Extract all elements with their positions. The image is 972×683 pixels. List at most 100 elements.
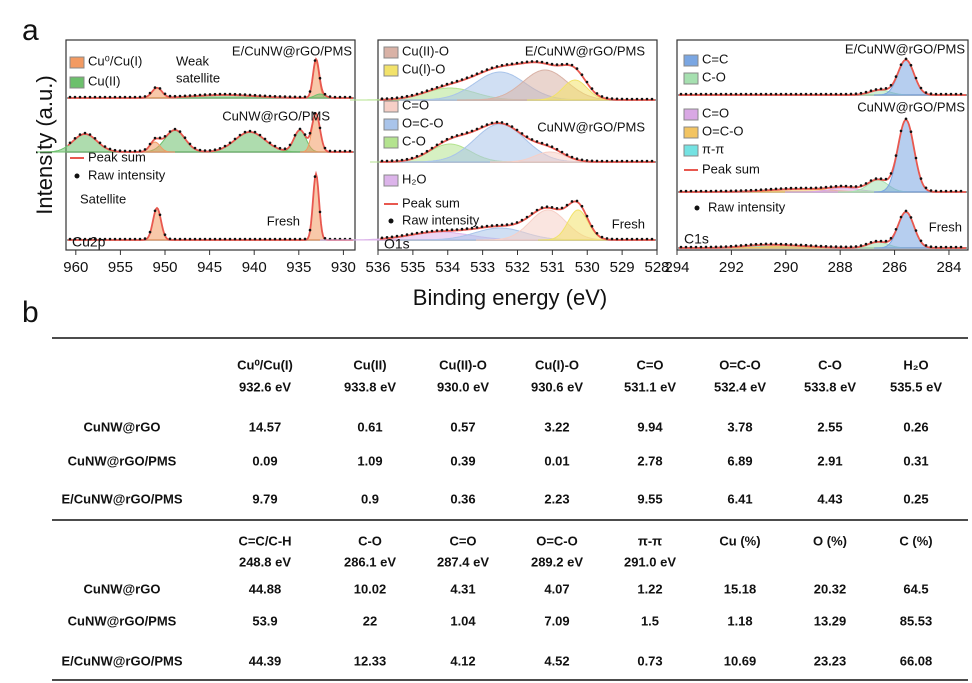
raw-point bbox=[799, 243, 803, 247]
raw-point bbox=[183, 136, 187, 139]
raw-point bbox=[595, 92, 599, 95]
y-axis-label: Intensity (a.u.) bbox=[32, 75, 57, 214]
raw-point bbox=[944, 92, 948, 96]
raw-point bbox=[168, 130, 172, 133]
peak-sum-curve bbox=[380, 122, 655, 163]
raw-point bbox=[600, 159, 604, 163]
raw-point bbox=[904, 209, 908, 213]
raw-point bbox=[470, 74, 474, 78]
region-label: C1s bbox=[684, 231, 709, 247]
legend-dot bbox=[388, 218, 394, 224]
raw-point bbox=[620, 97, 624, 101]
raw-point bbox=[278, 95, 282, 98]
raw-point bbox=[719, 92, 723, 96]
raw-point bbox=[410, 156, 414, 160]
raw-point bbox=[218, 147, 222, 150]
raw-point bbox=[635, 237, 639, 241]
raw-point bbox=[919, 177, 923, 180]
column-header: O (%) bbox=[813, 533, 847, 548]
raw-point bbox=[630, 237, 634, 241]
raw-point bbox=[485, 224, 489, 228]
column-energy: 535.5 eV bbox=[890, 379, 942, 394]
raw-point bbox=[764, 242, 768, 246]
raw-point bbox=[650, 159, 654, 163]
raw-point bbox=[555, 63, 559, 66]
raw-point bbox=[774, 242, 778, 246]
column-energy: 286.1 eV bbox=[344, 554, 396, 569]
raw-point bbox=[385, 236, 389, 239]
table-cell: 4.31 bbox=[450, 581, 475, 596]
spectra bbox=[37, 57, 354, 241]
raw-point bbox=[650, 237, 654, 241]
table-cell: 2.78 bbox=[637, 453, 662, 468]
legend-label: Cu(I)-O bbox=[402, 61, 445, 76]
raw-point bbox=[814, 92, 818, 96]
column-header: O=C-O bbox=[719, 357, 761, 372]
legend-swatch bbox=[683, 144, 699, 157]
raw-point bbox=[560, 150, 564, 154]
raw-point bbox=[283, 147, 287, 150]
legend-label: O=C-O bbox=[702, 123, 744, 138]
raw-point bbox=[313, 59, 317, 62]
raw-point bbox=[734, 189, 738, 192]
raw-point bbox=[313, 111, 317, 115]
table-cell: 44.39 bbox=[249, 653, 282, 668]
raw-point bbox=[515, 61, 519, 65]
raw-point bbox=[485, 68, 489, 71]
raw-point bbox=[944, 245, 948, 249]
raw-point bbox=[914, 76, 918, 80]
raw-point bbox=[233, 237, 237, 241]
row-label: CuNW@rGO bbox=[84, 419, 161, 434]
raw-point bbox=[198, 93, 202, 97]
raw-point bbox=[565, 153, 569, 156]
raw-point bbox=[849, 92, 853, 96]
raw-point bbox=[934, 245, 938, 249]
raw-point bbox=[253, 130, 257, 134]
x-tick-label: 290 bbox=[773, 259, 798, 276]
raw-point bbox=[844, 245, 848, 249]
raw-point bbox=[333, 95, 337, 99]
raw-point bbox=[550, 62, 554, 66]
sample-label: Fresh bbox=[612, 216, 645, 231]
raw-point bbox=[699, 245, 703, 249]
raw-point bbox=[769, 242, 773, 246]
raw-point bbox=[540, 60, 544, 64]
raw-point bbox=[854, 185, 858, 188]
raw-point bbox=[405, 233, 409, 236]
raw-point bbox=[385, 159, 389, 163]
raw-point bbox=[949, 189, 953, 193]
raw-point bbox=[178, 237, 182, 241]
raw-point bbox=[138, 237, 142, 241]
raw-point bbox=[635, 97, 639, 101]
raw-point bbox=[163, 233, 167, 236]
raw-point bbox=[258, 94, 262, 97]
raw-point bbox=[570, 200, 574, 203]
raw-point bbox=[288, 143, 292, 147]
raw-point bbox=[148, 230, 152, 234]
raw-point bbox=[739, 92, 743, 96]
raw-point bbox=[704, 92, 708, 96]
raw-point bbox=[380, 97, 384, 100]
raw-point bbox=[924, 244, 928, 247]
raw-point bbox=[450, 228, 454, 231]
legend-dot bbox=[694, 205, 700, 211]
raw-point bbox=[934, 189, 938, 193]
raw-point bbox=[595, 232, 599, 235]
raw-point bbox=[684, 245, 688, 249]
raw-point bbox=[949, 245, 953, 249]
raw-point bbox=[874, 88, 878, 91]
raw-point bbox=[899, 215, 903, 219]
table-cell: 4.52 bbox=[544, 653, 569, 668]
table-cell: 0.36 bbox=[450, 491, 475, 506]
raw-point bbox=[113, 95, 117, 99]
raw-point bbox=[724, 189, 728, 193]
raw-point bbox=[525, 215, 529, 219]
row-label: E/CuNW@rGO/PMS bbox=[61, 491, 182, 506]
raw-point bbox=[834, 245, 838, 248]
raw-point bbox=[83, 131, 87, 135]
x-tick-label: 930 bbox=[331, 259, 356, 276]
raw-point bbox=[248, 237, 252, 241]
raw-point bbox=[218, 237, 222, 241]
raw-point bbox=[415, 154, 419, 158]
raw-point bbox=[460, 227, 464, 231]
